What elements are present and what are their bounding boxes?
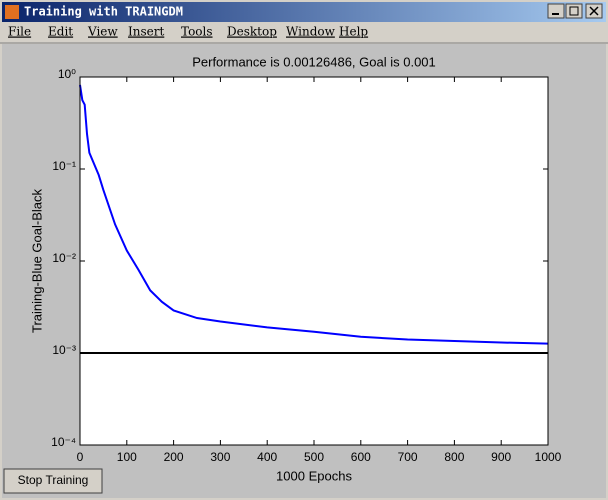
y-tick-label: 10⁻² (52, 251, 76, 265)
x-tick-label: 100 (117, 450, 137, 464)
x-tick-label: 300 (210, 450, 230, 464)
y-tick-label: 10⁰ (58, 67, 76, 81)
x-tick-label: 200 (164, 450, 184, 464)
menu-item[interactable]: View (87, 25, 118, 39)
y-tick-label: 10⁻⁴ (51, 435, 76, 449)
minimize-button[interactable] (547, 3, 565, 19)
x-tick-label: 600 (351, 450, 371, 464)
chart-title: Performance is 0.00126486, Goal is 0.001 (192, 54, 436, 69)
menu-item[interactable]: Window (286, 25, 336, 39)
window-title: Training with TRAINGDM (24, 5, 183, 19)
x-tick-label: 400 (257, 450, 277, 464)
series-line (79, 84, 549, 345)
x-axis-label: 1000 Epochs (276, 468, 352, 483)
title-bar (2, 2, 606, 22)
x-tick-label: 900 (491, 450, 511, 464)
x-tick-label: 0 (77, 450, 84, 464)
app-icon (5, 5, 19, 19)
maximize-button[interactable] (565, 3, 583, 19)
y-axis-label: Training-Blue Goal-Black (29, 188, 44, 333)
x-tick-label: 500 (304, 450, 324, 464)
menu-item[interactable]: Desktop (227, 25, 277, 39)
axes (80, 77, 548, 445)
window-controls[interactable] (547, 3, 603, 19)
menu-item[interactable]: Tools (181, 25, 213, 39)
menu-item[interactable]: Insert (128, 25, 164, 39)
menu-item[interactable]: File (8, 25, 31, 39)
y-tick-label: 10⁻³ (52, 343, 76, 357)
menu-item[interactable]: Edit (48, 25, 73, 39)
y-tick-label: 10⁻¹ (52, 159, 76, 173)
menu-item[interactable]: Help (339, 25, 368, 39)
axes-box (79, 76, 549, 446)
x-tick-label: 1000 (535, 450, 562, 464)
stop-button[interactable]: Stop Training (3, 468, 103, 494)
x-tick-label: 700 (398, 450, 418, 464)
x-tick-label: 800 (444, 450, 464, 464)
button-label[interactable]: Stop Training (18, 473, 89, 487)
button-frame[interactable] (3, 468, 103, 494)
